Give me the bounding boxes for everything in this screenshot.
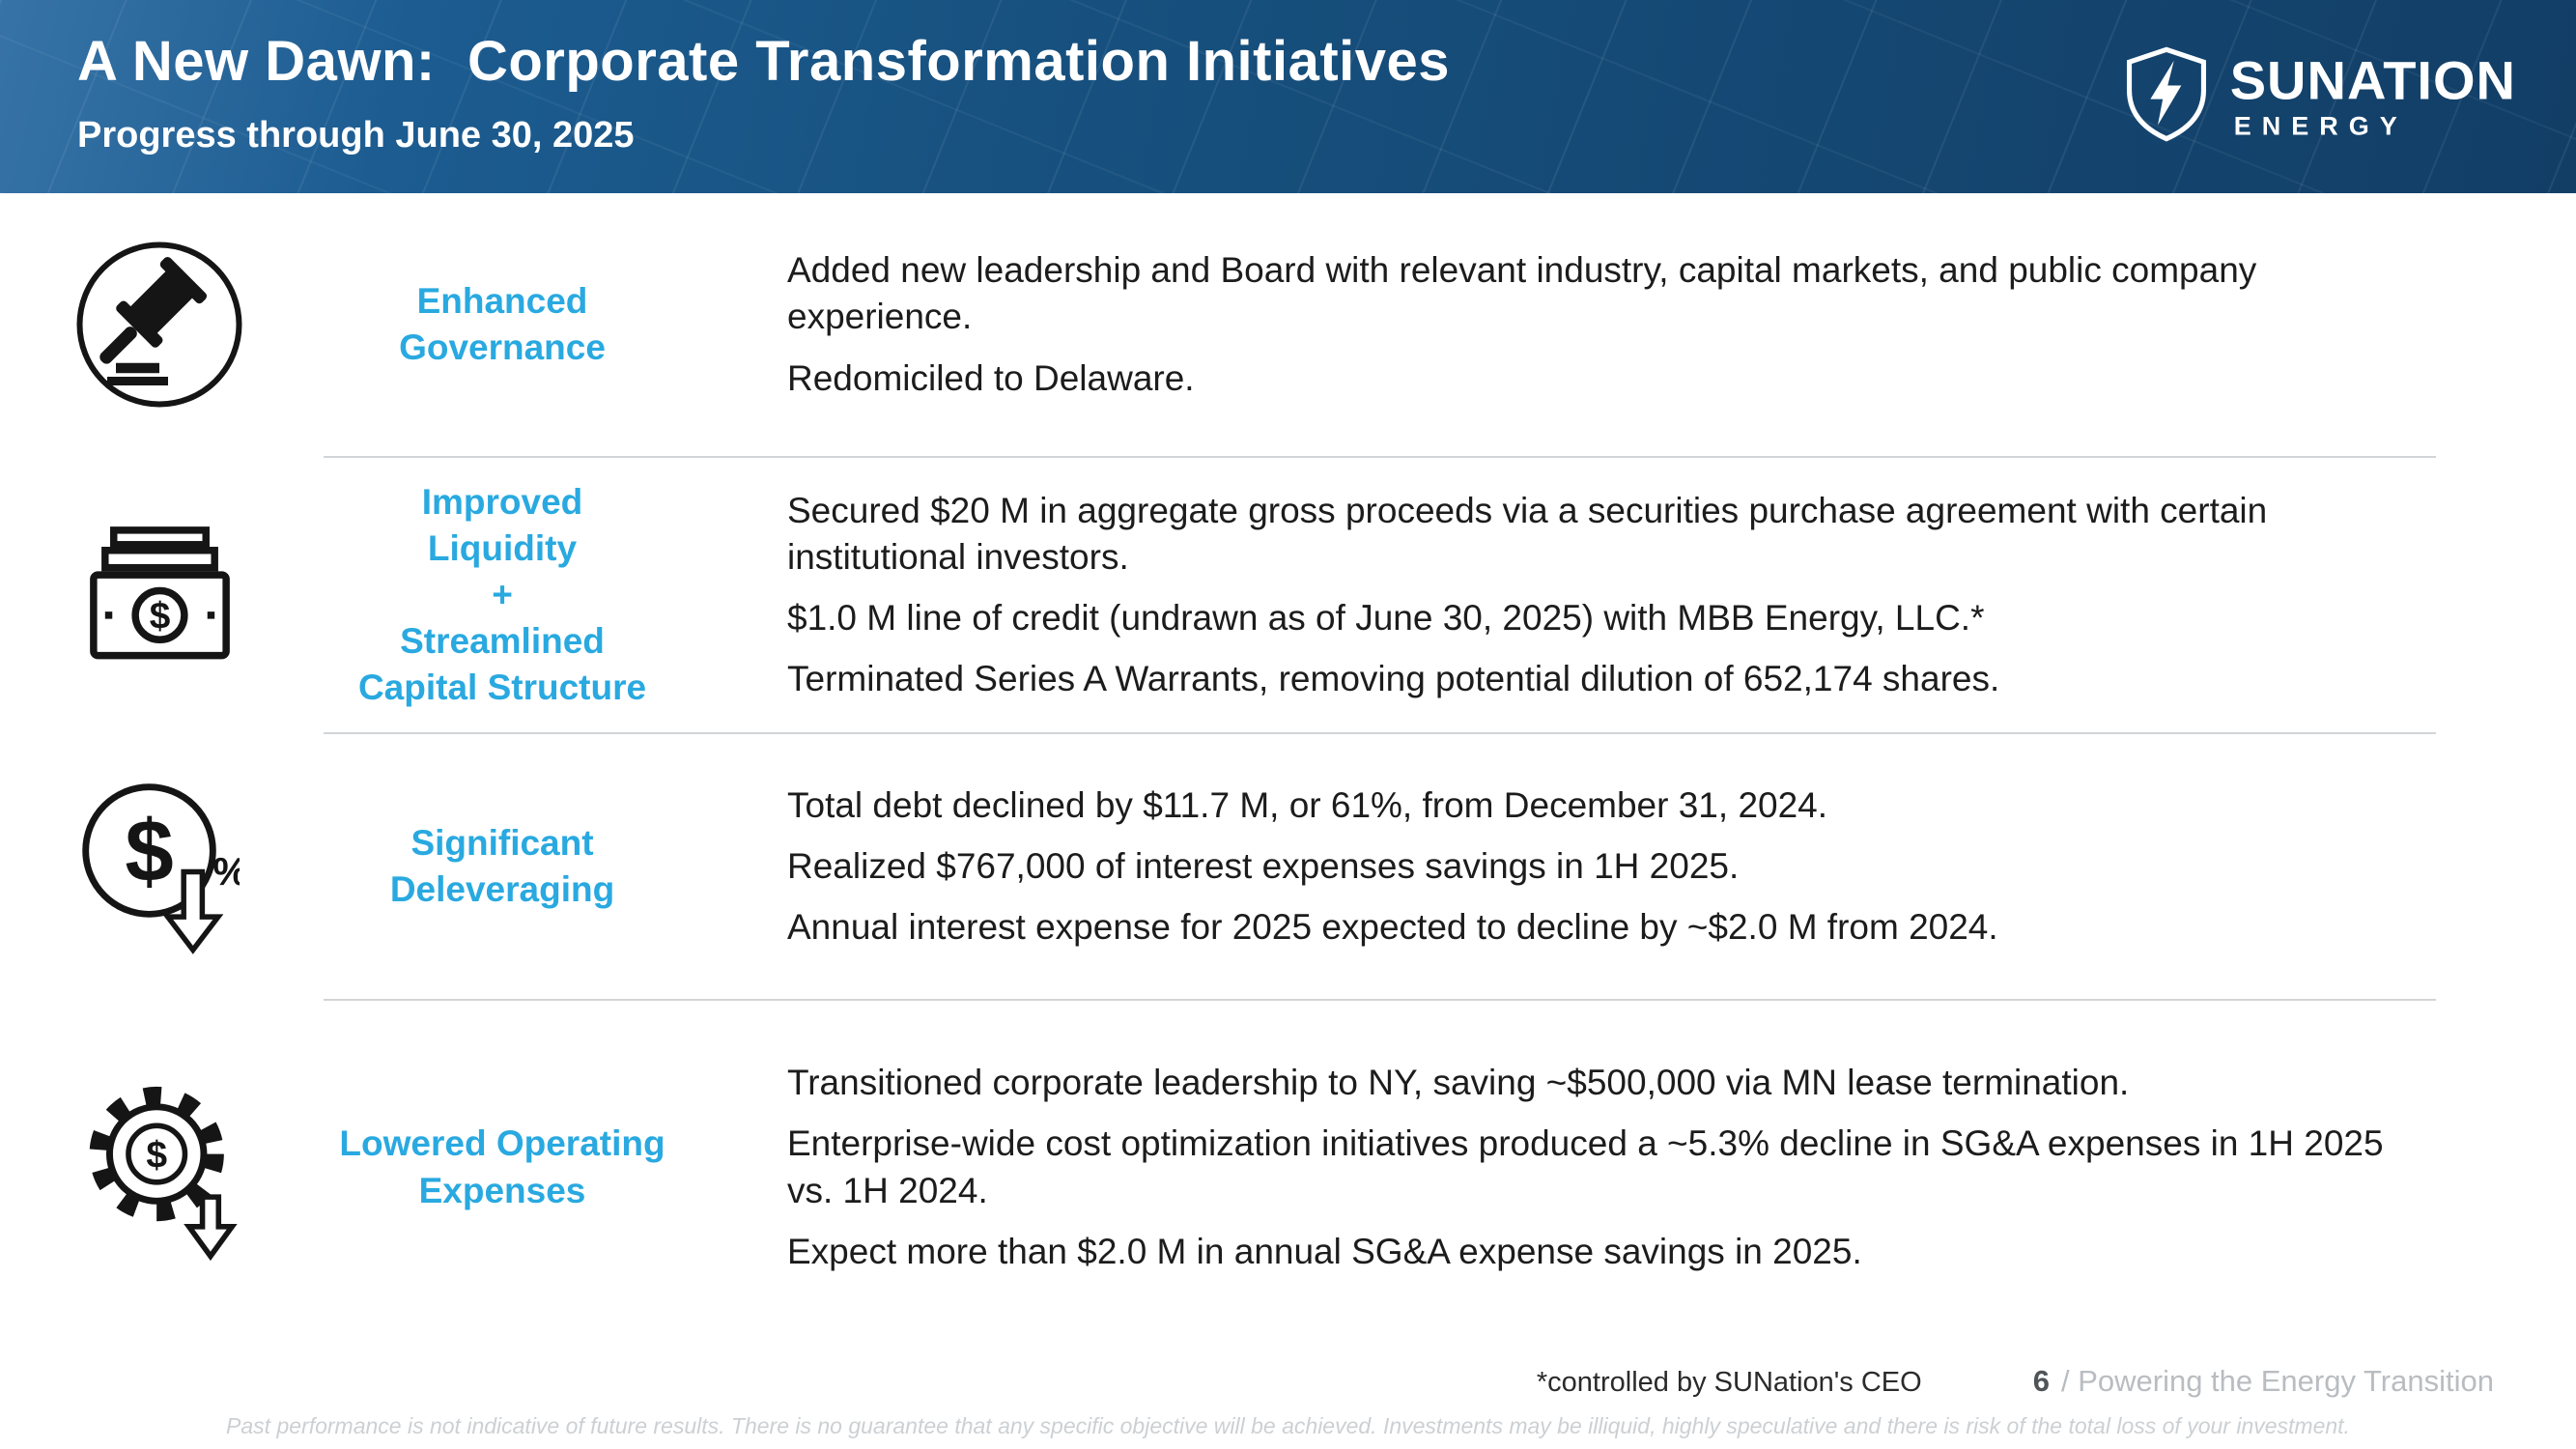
svg-text:$: $ bbox=[146, 1135, 167, 1177]
initiatives-list: Enhanced Governance Added new leadership… bbox=[0, 193, 2576, 1334]
row-divider bbox=[324, 732, 2436, 734]
bullet: Realized $767,000 of interest expenses s… bbox=[787, 845, 1740, 886]
page-title: A New Dawn: Corporate Transformation Ini… bbox=[77, 30, 1451, 93]
row-content: Transitioned corporate leadership to NY,… bbox=[744, 1045, 2436, 1289]
cash-stack-icon: $ bbox=[58, 523, 261, 668]
page-number: 6 bbox=[2032, 1364, 2050, 1398]
row-divider bbox=[324, 456, 2436, 458]
bullet: Total debt declined by $11.7 M, or 61%, … bbox=[787, 784, 1828, 825]
legal-disclaimer: Past performance is not indicative of fu… bbox=[226, 1413, 2350, 1438]
row-label: Significant Deleveraging bbox=[389, 822, 615, 909]
dollar-decline-icon: $ % bbox=[58, 774, 261, 959]
row-improved-liquidity: $ Improved Liquidity + Streamlined Capit… bbox=[58, 458, 2576, 732]
row-content: Added new leadership and Board with rele… bbox=[744, 233, 2436, 415]
bullet: Added new leadership and Board with rele… bbox=[787, 250, 2257, 337]
bullet: Transitioned corporate leadership to NY,… bbox=[787, 1063, 2130, 1103]
bullet: Redomiciled to Delaware. bbox=[787, 357, 1195, 398]
svg-text:%: % bbox=[212, 849, 240, 894]
shield-bolt-icon bbox=[2122, 46, 2211, 148]
bullet: Annual interest expense for 2025 expecte… bbox=[787, 907, 1998, 948]
svg-text:$: $ bbox=[125, 803, 173, 900]
row-label: Improved Liquidity + Streamlined Capital… bbox=[357, 481, 647, 708]
bullet: Enterprise-wide cost optimization initia… bbox=[787, 1123, 2384, 1210]
bullet: $1.0 M line of credit (undrawn as of Jun… bbox=[787, 598, 1985, 638]
footer-tagline: / Powering the Energy Transition bbox=[2060, 1364, 2494, 1398]
svg-text:$: $ bbox=[149, 595, 170, 637]
logo-name: SUNATION bbox=[2229, 49, 2516, 111]
page-indicator: 6 / Powering the Energy Transition bbox=[2033, 1364, 2494, 1399]
row-label: Enhanced Governance bbox=[399, 280, 606, 367]
logo-wordmark: SUNATION ENERGY bbox=[2229, 49, 2516, 141]
row-content: Secured $20 M in aggregate gross proceed… bbox=[744, 473, 2436, 717]
footnote: *controlled by SUNation's CEO bbox=[1536, 1367, 1922, 1398]
gavel-icon bbox=[58, 238, 261, 412]
row-divider bbox=[324, 999, 2436, 1001]
row-content: Total debt declined by $11.7 M, or 61%, … bbox=[744, 768, 2436, 965]
page-subtitle: Progress through June 30, 2025 bbox=[77, 115, 635, 156]
row-lowered-operating-expenses: $ Lowered Operating Expenses Transitione… bbox=[58, 1001, 2576, 1334]
bullet: Expect more than $2.0 M in annual SG&A e… bbox=[787, 1231, 1862, 1271]
row-label: Lowered Operating Expenses bbox=[339, 1123, 665, 1210]
gear-dollar-icon: $ bbox=[58, 1073, 261, 1262]
slide-header: A New Dawn: Corporate Transformation Ini… bbox=[0, 0, 2576, 193]
row-significant-deleveraging: $ % Significant Deleveraging Total debt … bbox=[58, 734, 2576, 999]
row-enhanced-governance: Enhanced Governance Added new leadership… bbox=[58, 193, 2576, 456]
company-logo: SUNATION ENERGY bbox=[2122, 46, 2516, 148]
bullet: Secured $20 M in aggregate gross proceed… bbox=[787, 490, 2268, 577]
logo-sub: ENERGY bbox=[2233, 111, 2408, 141]
bullet: Terminated Series A Warrants, removing p… bbox=[787, 659, 2000, 699]
footer-row: *controlled by SUNation's CEO 6 / Poweri… bbox=[1537, 1364, 2494, 1399]
